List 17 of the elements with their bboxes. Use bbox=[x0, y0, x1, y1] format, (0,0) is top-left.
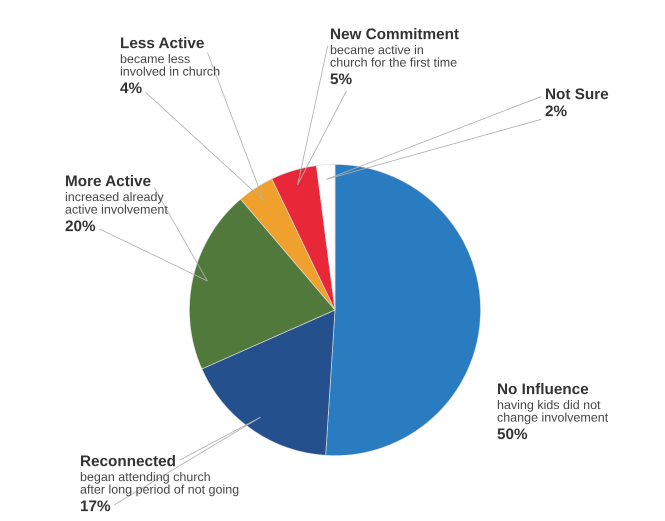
text: became less involved in church bbox=[120, 54, 220, 76]
text: having kids did not change involvement bbox=[498, 400, 608, 424]
text: became active in church for the first time bbox=[330, 45, 457, 67]
text: began attending church after long period of not going bbox=[80, 472, 238, 496]
data-label: 50% bbox=[497, 428, 528, 440]
slice-label: Reconnected bbox=[81, 455, 175, 466]
slice-label: Less Active bbox=[121, 37, 204, 48]
slice-label: More Active bbox=[66, 175, 151, 186]
data-label: 20% bbox=[66, 220, 96, 232]
slice-label: No Influence bbox=[498, 383, 588, 394]
slice-label: Not Sure bbox=[546, 88, 608, 100]
data-label: 2% bbox=[546, 105, 567, 116]
slice-label: New Commitment bbox=[331, 28, 459, 40]
text: increased already active involvement bbox=[66, 192, 168, 214]
data-label: 5% bbox=[330, 73, 352, 84]
data-label: 4% bbox=[120, 82, 142, 94]
data-label: 17% bbox=[80, 500, 110, 512]
